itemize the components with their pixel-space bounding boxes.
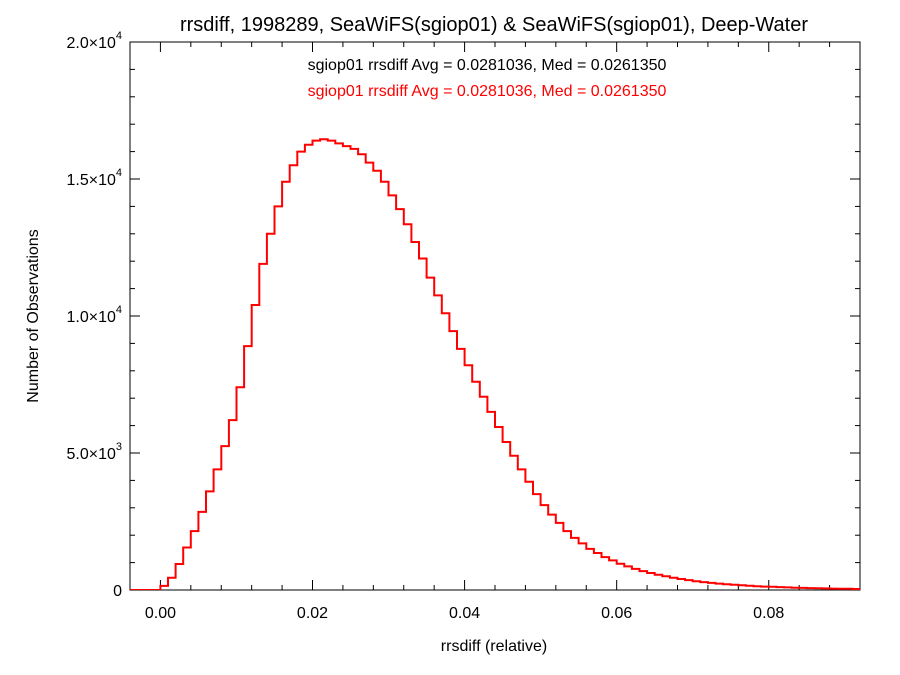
x-axis-label: rrsdiff (relative) <box>441 638 547 655</box>
plot-frame <box>129 41 861 591</box>
y-tick-label: 1.5×104 <box>66 167 122 189</box>
histogram-series-line <box>130 138 860 590</box>
stats-annotation: sgiop01 rrsdiff Avg = 0.0281036, Med = 0… <box>308 83 667 100</box>
x-tick-label: 0.06 <box>601 605 632 622</box>
y-tick-label: 2.0×104 <box>66 30 122 52</box>
stats-annotation: sgiop01 rrsdiff Avg = 0.0281036, Med = 0… <box>308 57 667 74</box>
y-tick-label: 5.0×103 <box>66 441 122 463</box>
y-tick-label: 1.0×104 <box>66 304 122 326</box>
y-axis-label: Number of Observations <box>25 229 42 402</box>
x-tick-label: 0.04 <box>449 605 480 622</box>
x-tick-label: 0.02 <box>297 605 328 622</box>
y-tick-label: 0 <box>113 583 122 600</box>
x-tick-label: 0.08 <box>753 605 784 622</box>
chart-title: rrsdiff, 1998289, SeaWiFS(sgiop01) & Sea… <box>180 14 808 36</box>
x-tick-label: 0.00 <box>145 605 176 622</box>
